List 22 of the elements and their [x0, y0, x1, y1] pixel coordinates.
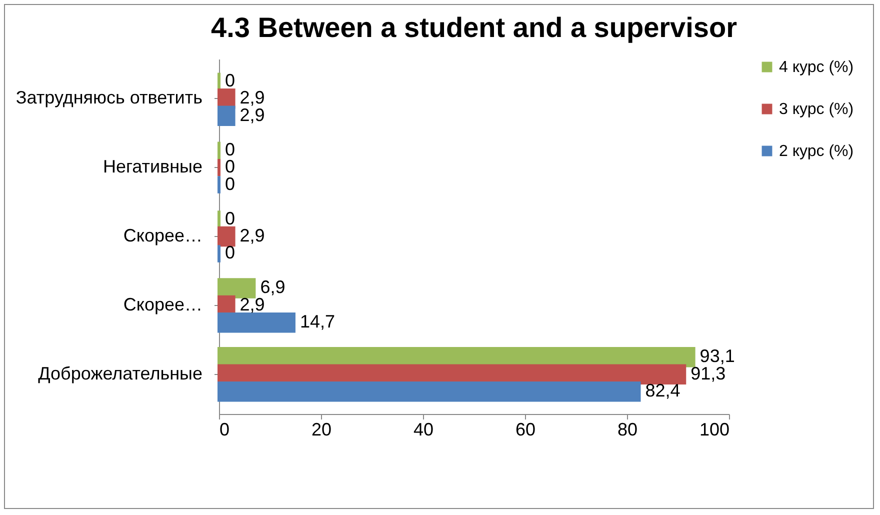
data-label: 82,4: [645, 380, 680, 401]
data-label: 0: [225, 70, 236, 90]
legend-label: 3 курс (%): [779, 101, 854, 118]
chart-title: 4.3 Between a student and a supervisor: [211, 12, 738, 43]
data-label: 0: [225, 242, 236, 263]
x-tick-label: 100: [699, 420, 730, 440]
data-label: 2,9: [240, 226, 265, 246]
x-tick-label: 60: [515, 420, 536, 440]
x-tick-label: 40: [413, 420, 434, 440]
legend-label: 4 курс (%): [779, 59, 854, 76]
data-label: 0: [225, 208, 236, 228]
data-label: 0: [225, 139, 236, 160]
y-tick-label: Доброжелательные: [38, 363, 202, 384]
y-tick-label: Скорее…: [123, 226, 202, 246]
data-label: 14,7: [300, 312, 336, 332]
x-tick-label: 20: [311, 420, 332, 440]
y-tick-label: Скорее…: [123, 294, 202, 314]
x-tick-label: 0: [220, 420, 230, 440]
y-tick-label: Затрудняюсь ответить: [16, 88, 202, 108]
y-tick-label: Негативные: [102, 156, 202, 177]
x-tick-label: 80: [617, 420, 638, 440]
legend-label: 2 курс (%): [779, 143, 854, 160]
